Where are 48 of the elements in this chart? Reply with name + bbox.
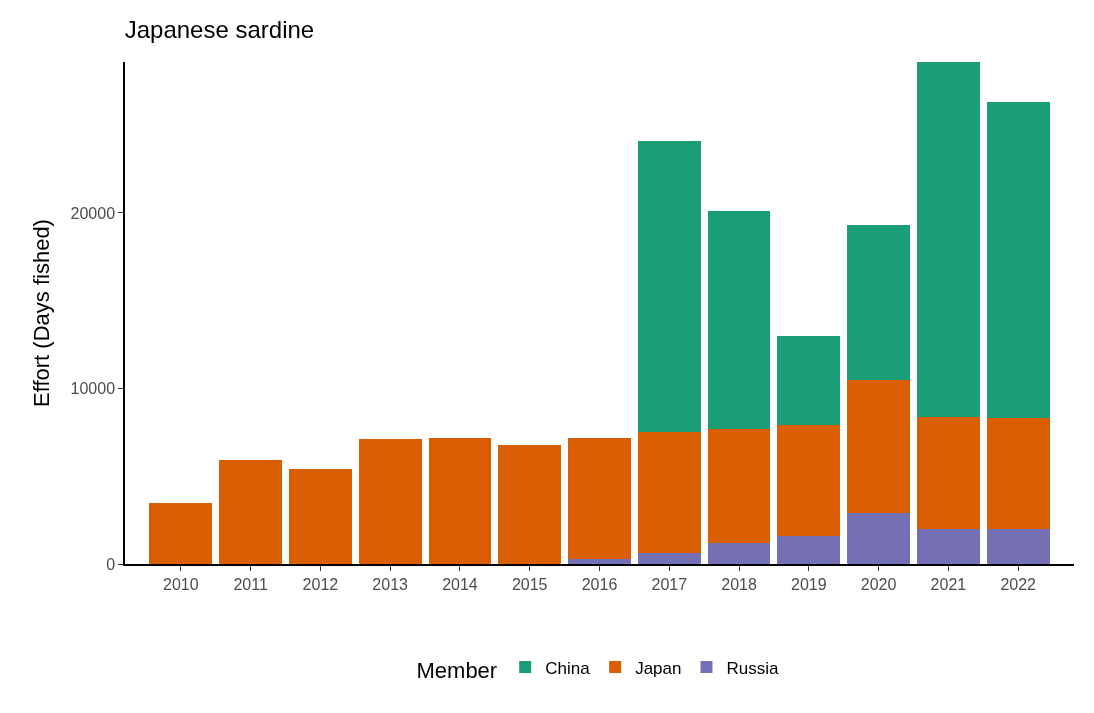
bar — [219, 460, 282, 564]
bar — [568, 558, 631, 564]
bar — [986, 418, 1050, 529]
bar — [986, 528, 1050, 564]
bar — [149, 502, 213, 564]
bar — [777, 535, 841, 564]
bar — [917, 62, 980, 417]
bar — [917, 416, 980, 529]
bar — [288, 469, 352, 564]
bar — [847, 379, 911, 514]
bar — [568, 437, 631, 559]
legend-label: Japan — [635, 658, 682, 678]
x-tick-label: 2017 — [651, 575, 688, 593]
bar — [637, 432, 701, 554]
bar — [637, 553, 701, 564]
x-tick-label: 2010 — [163, 575, 199, 593]
x-tick-label: 2019 — [791, 575, 827, 593]
x-tick-label: 2011 — [233, 575, 268, 593]
bar — [358, 439, 422, 564]
y-tick-label: 10000 — [70, 380, 116, 398]
x-tick-label: 2015 — [511, 575, 548, 593]
y-tick-label: 20000 — [70, 204, 116, 222]
x-tick-label: 2021 — [930, 575, 967, 593]
x-tick-label: 2013 — [372, 575, 409, 593]
x-tick-label: 2016 — [581, 575, 618, 593]
bar — [637, 140, 701, 433]
bar — [847, 513, 911, 564]
x-tick-label: 2018 — [721, 575, 757, 593]
bar — [777, 335, 841, 426]
bar — [707, 542, 771, 564]
bar — [986, 102, 1050, 419]
x-tick-label: 2020 — [860, 575, 897, 593]
x-tick-label: 2012 — [302, 575, 339, 593]
bar — [707, 428, 771, 543]
bar — [498, 444, 562, 564]
bar — [847, 225, 911, 380]
legend-label: Russia — [726, 658, 779, 678]
y-tick-label: 0 — [106, 555, 116, 573]
x-tick-label: 2014 — [442, 575, 478, 593]
x-tick-label: 2022 — [1000, 575, 1037, 593]
bar — [777, 425, 841, 536]
legend-label: China — [545, 658, 591, 678]
bar — [428, 437, 492, 564]
legend-title: Member — [416, 657, 498, 683]
bar — [917, 528, 980, 564]
bar — [707, 211, 771, 429]
y-axis-title: Effort (Days fished) — [28, 219, 54, 407]
chart-title: Japanese sardine — [124, 16, 315, 44]
